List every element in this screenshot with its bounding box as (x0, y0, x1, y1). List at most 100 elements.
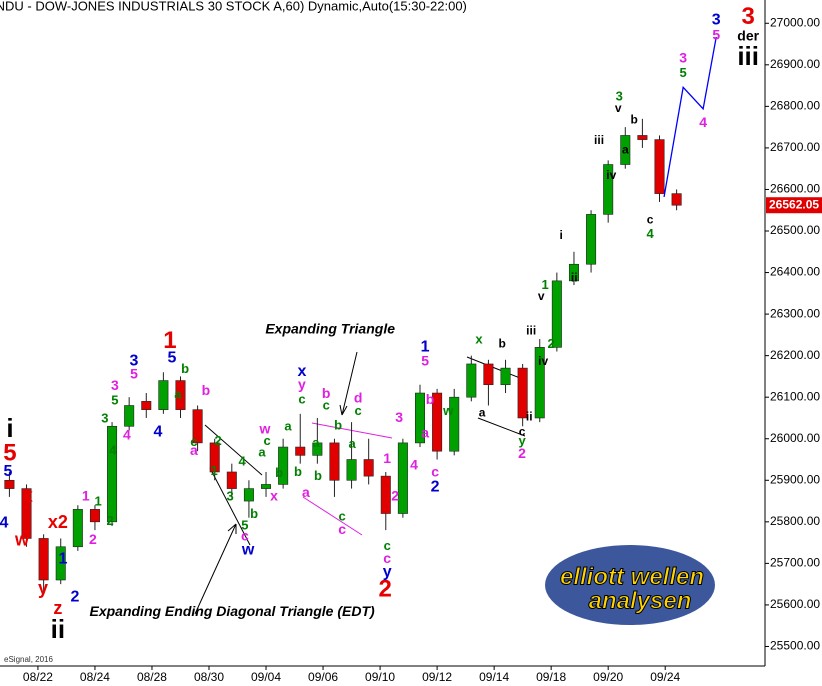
note: Expanding Ending Diagonal Triangle (EDT) (89, 603, 375, 619)
wave-label: 2 (391, 488, 399, 504)
y-tick-label: 25500.00 (770, 639, 820, 653)
wave-label: c (383, 550, 391, 566)
y-tick-label: 26800.00 (770, 99, 820, 113)
wave-label: a (349, 436, 357, 451)
wave-label: ii (526, 410, 533, 424)
source: eSignal, 2016 (4, 655, 53, 664)
candle-body (55, 546, 66, 581)
y-tick-label: 26700.00 (770, 140, 820, 154)
x-tick-label: 08/24 (80, 670, 110, 684)
candle-body (329, 442, 340, 481)
wave-label: iii (737, 41, 759, 71)
candle-body (175, 380, 186, 410)
y-tick-label: 25800.00 (770, 514, 820, 528)
candle-body (38, 538, 49, 581)
candle-body (192, 409, 203, 444)
last-price-label: 26562.05 (769, 197, 819, 211)
wave-label: a (622, 143, 629, 157)
wave-label: 2 (379, 575, 392, 602)
wave-label: b (181, 361, 189, 376)
candle-body (107, 425, 118, 523)
candle-body (586, 214, 597, 265)
wave-label: 3 (712, 12, 721, 29)
candle-body (654, 139, 665, 194)
wave-label: 3 (101, 411, 108, 426)
wave-label: 2 (106, 513, 113, 528)
wave-label: iv (538, 354, 548, 368)
wave-label: 2 (71, 588, 80, 605)
wave-label: c (355, 403, 362, 418)
wave-label: y (383, 564, 392, 581)
wave-label: y (518, 433, 526, 448)
wave-label: z (53, 598, 62, 618)
x-tick-label: 09/14 (479, 670, 509, 684)
logo: elliott wellen analysen (545, 545, 715, 625)
wave-label: b (250, 506, 258, 521)
candle-body (209, 442, 220, 473)
wave-label: b (498, 337, 505, 351)
wave-label: c (339, 509, 346, 524)
wave-label: iii (526, 323, 536, 337)
arrow (194, 523, 237, 615)
wave-label: b (294, 464, 302, 479)
candle-body (278, 446, 289, 485)
y-tick-label: 26100.00 (770, 389, 820, 403)
candle-body (89, 509, 100, 523)
wave-label: 4 (154, 423, 163, 440)
wave-label: b (630, 113, 637, 127)
wave-label: c (241, 527, 249, 543)
guide-line (302, 496, 363, 536)
logo-text: elliott wellen (560, 563, 704, 590)
wave-label: b (202, 382, 211, 398)
wave-guides (194, 351, 526, 615)
y-tick-label: 26900.00 (770, 57, 820, 71)
wave-label: i (6, 413, 13, 443)
wave-label: iii (594, 133, 604, 147)
x-tick-label: 09/20 (593, 670, 623, 684)
wave-label: b (314, 468, 322, 483)
arrow (339, 351, 358, 416)
wave-label: 3 (616, 89, 623, 104)
wave-label: 3 (226, 488, 233, 503)
candle-body (346, 459, 357, 481)
candle-body (414, 392, 425, 444)
wave-label: 5 (4, 463, 13, 480)
wave-label: c (298, 392, 305, 407)
wave-label: x (475, 331, 483, 346)
wave-label: ii (51, 614, 65, 644)
wave-label: 1 (59, 550, 68, 567)
candle-body (4, 479, 15, 489)
wave-label: 2 (431, 479, 440, 496)
projection-line (663, 36, 717, 198)
wave-label: 1 (542, 277, 549, 292)
candle-body (637, 135, 648, 140)
x-tick-label: 09/06 (308, 670, 338, 684)
wave-label: a (312, 435, 320, 450)
wave-label: v (538, 289, 545, 303)
candle-body (517, 367, 528, 419)
wave-label: v (615, 101, 622, 115)
wave-label: w (241, 542, 255, 559)
wave-label: d (354, 390, 363, 406)
wave-label: 1 (211, 463, 218, 478)
wave-label: y (38, 578, 48, 598)
wave-label: i (559, 228, 562, 242)
logo-text: analysen (589, 587, 692, 614)
chart-title: INDU - DOW-JONES INDUSTRIALS 30 STOCK A,… (0, 0, 467, 13)
wave-label: c (647, 212, 654, 226)
note: Expanding Triangle (265, 321, 395, 337)
guide-line (477, 417, 526, 437)
candle-body (449, 396, 460, 452)
candle-body (671, 193, 682, 206)
wave-label: w (442, 403, 454, 418)
wave-label: iv (606, 168, 616, 182)
wave-label: b (322, 385, 331, 401)
y-tick-label: 27000.00 (770, 15, 820, 29)
wave-label: 3 (111, 377, 119, 393)
candle-body (124, 405, 135, 427)
x-tick-label: 09/04 (251, 670, 281, 684)
y-tick-label: 25600.00 (770, 597, 820, 611)
wave-label: 2 (548, 336, 555, 351)
wave-label: 2 (89, 531, 97, 547)
